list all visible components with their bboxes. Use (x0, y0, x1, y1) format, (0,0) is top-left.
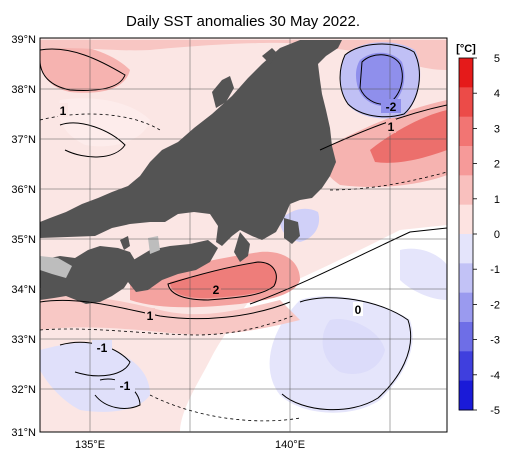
colorbar-cell (459, 322, 473, 352)
lon-label: 140°E (275, 439, 305, 451)
contour-label-bg (211, 282, 221, 296)
colorbar-ticks: 5 4 3 2 1 0 -1 -2 -3 -4 -5 (473, 53, 500, 417)
contour-dashed-northeast (329, 171, 447, 191)
contour-label: -1 (97, 341, 108, 355)
colorbar-cell (459, 292, 473, 323)
contour-label-bg (145, 308, 155, 322)
contour-plus2-kuroshio (167, 261, 277, 301)
graticule (40, 38, 447, 432)
lat-label: 31°N (11, 427, 36, 439)
colorbar-tick-label: 4 (494, 88, 500, 100)
contour-label: -1 (120, 379, 131, 393)
colorbar-cell (459, 87, 473, 118)
colorbar-cell (459, 58, 473, 88)
contour-label-group: 1 -2 1 2 1 0 -1 -1 (58, 99, 401, 393)
contour-minus1-southwest-north (59, 341, 131, 377)
land-shikoku (40, 246, 136, 304)
land-noto-peninsula (212, 76, 234, 108)
contour-label-bg (386, 119, 396, 133)
contour-dashed-south (40, 314, 296, 336)
colorbar-cells (459, 58, 473, 411)
contour-plus1-japan-sea (40, 48, 126, 91)
colorbar-cell (459, 204, 473, 235)
positive-anomaly-japan-sea-north (40, 40, 447, 70)
lake-biwa (148, 236, 160, 254)
contour-label: 1 (388, 120, 395, 134)
colorbar: [°C] 5 4 3 2 1 0 -1 -2 -3 -4 -5 (456, 43, 500, 417)
land-boso-peninsula (284, 218, 300, 244)
contour-label-bg (381, 99, 401, 113)
contour-dashed-southeast (149, 394, 301, 422)
weak-anomaly-japan-sea (58, 98, 150, 147)
colorbar-tick-label: 2 (494, 159, 500, 171)
contour-label-bg (58, 103, 68, 117)
contour-plus1-japan-sea-mid (59, 122, 126, 158)
colorbar-cell (459, 380, 473, 411)
plot-area (40, 38, 447, 432)
positive-anomaly-japan-sea-west (40, 43, 130, 93)
contour-minus1-eddy (339, 43, 420, 118)
lat-label: 33°N (11, 334, 36, 346)
contour-label: 0 (355, 303, 362, 317)
lat-label: 35°N (11, 234, 36, 246)
contour-plus1-kuroshio (40, 299, 291, 320)
colorbar-cell (459, 263, 473, 294)
negative-anomaly-southeast-core (322, 319, 385, 374)
colorbar-unit: [°C] (456, 43, 476, 55)
colorbar-tick-label: 1 (494, 194, 500, 206)
inland-sea-shade (40, 256, 72, 278)
land-sado-island (262, 48, 278, 64)
longitude-axis: 135°E 140°E (75, 439, 305, 451)
land-izu-peninsula (234, 232, 250, 262)
contour-label-bg (92, 340, 112, 354)
negative-anomaly-southwest (40, 342, 150, 412)
contour-label-bg (115, 378, 135, 392)
contour-label-bg (353, 302, 363, 316)
latitude-axis: 39°N 38°N 37°N 36°N 35°N 34°N 33°N 32°N … (11, 34, 36, 439)
contour-label: 2 (213, 283, 220, 297)
contour-label: 1 (60, 104, 67, 118)
contour-dashed-japan-sea (40, 113, 161, 131)
contour-label: -2 (386, 100, 397, 114)
contour-minus2-eddy (359, 54, 403, 105)
plot-frame (39, 37, 448, 433)
negative-anomaly-northeast-eddy-core (355, 52, 405, 107)
contour-label: 1 (147, 309, 154, 323)
contour-zero-southeast (281, 297, 412, 411)
lat-label: 37°N (11, 134, 36, 146)
map-title: Daily SST anomalies 30 May 2022. (126, 13, 360, 30)
negative-anomaly-east (400, 248, 447, 300)
lat-label: 32°N (11, 384, 36, 396)
land-awaji-island (120, 236, 130, 250)
positive-anomaly-northeast-core (370, 110, 447, 163)
lat-label: 38°N (11, 84, 36, 96)
positive-anomaly-kuroshio-south (40, 295, 300, 335)
colorbar-tick-label: -1 (490, 264, 500, 276)
colorbar-cell (459, 116, 473, 147)
colorbar-tick-label: 5 (494, 53, 500, 65)
solid-contours (40, 43, 447, 411)
land-honshu (40, 40, 342, 246)
colorbar-cell (459, 351, 473, 382)
contour-zero (249, 227, 447, 305)
colorbar-tick-label: 0 (494, 229, 500, 241)
lat-label: 36°N (11, 184, 36, 196)
colorbar-cell (459, 175, 473, 206)
colorbar-tick-label: -2 (490, 299, 500, 311)
colorbar-cell (459, 234, 473, 264)
lat-label: 34°N (11, 284, 36, 296)
colorbar-tick-label: -3 (490, 335, 500, 347)
colorbar-tick-label: -4 (490, 370, 500, 382)
contour-plus1-northeast (319, 104, 447, 151)
lon-label: 135°E (75, 439, 105, 451)
colorbar-tick-label: 3 (494, 123, 500, 135)
lat-label: 39°N (11, 34, 36, 46)
colorbar-cell (459, 146, 473, 176)
colorbar-tick-label: -5 (490, 405, 500, 417)
dashed-contours (40, 113, 447, 422)
